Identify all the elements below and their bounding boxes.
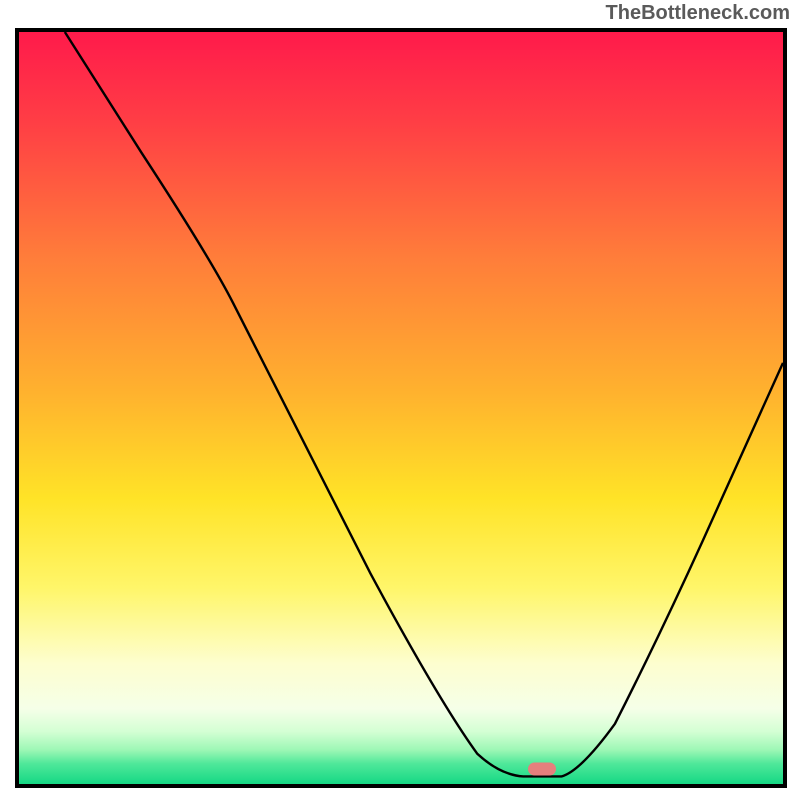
bottleneck-curve [19, 32, 783, 784]
optimal-marker [528, 762, 556, 775]
attribution-text: TheBottleneck.com [606, 2, 790, 25]
curve-path [65, 32, 783, 776]
plot-frame [15, 28, 787, 788]
chart-container: TheBottleneck.com [0, 0, 800, 800]
